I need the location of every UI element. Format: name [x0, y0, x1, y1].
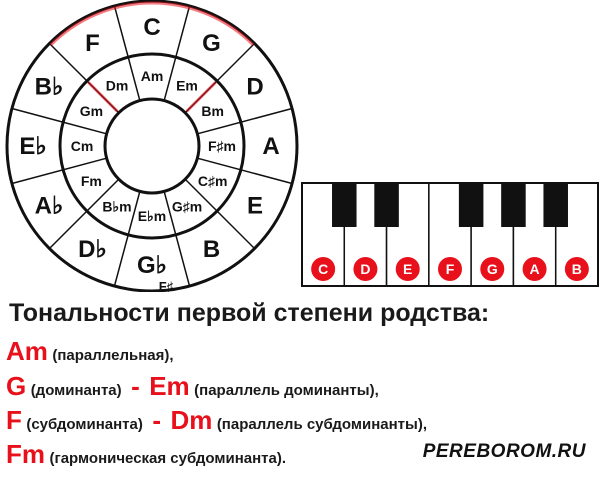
minor-key-dm: Dm	[106, 77, 129, 93]
desc-parallel: (параллельная),	[52, 347, 174, 364]
line-dominant: G (доминанта) - Em (параллель доминанты)…	[6, 371, 379, 402]
note-label-f: F	[446, 261, 455, 277]
key-em: Em	[149, 371, 190, 401]
key-fm: Fm	[6, 439, 45, 469]
black-key-1	[332, 183, 357, 227]
minor-key-bm: Bm	[201, 103, 224, 119]
minor-key-fsm: F♯m	[208, 138, 236, 154]
major-key-e: E	[247, 193, 263, 220]
note-marker-a	[522, 257, 547, 281]
major-key-db: D♭	[78, 236, 107, 263]
heading: Тональности первой степени родства:	[9, 299, 490, 327]
major-key-bb: B♭	[35, 74, 64, 101]
note-marker-b	[564, 257, 589, 281]
minor-key-csm: C♯m	[198, 173, 228, 189]
desc-subdominant: (субдоминанта)	[26, 416, 143, 433]
major-key-c: C	[143, 14, 160, 41]
key-dm: Dm	[170, 405, 213, 435]
major-key-a: A	[262, 133, 279, 160]
desc-dominant-parallel: (параллель доминанты),	[194, 382, 379, 399]
note-label-a: A	[530, 261, 540, 277]
major-key-f: F	[85, 30, 100, 57]
desc-harmonic-subdominant: (гармоническая субдоминанта).	[49, 450, 287, 467]
note-marker-e	[395, 257, 420, 281]
minor-key-em: Em	[176, 77, 198, 93]
minor-key-fm: Fm	[81, 173, 102, 189]
line-subdominant: F (субдоминанта) - Dm (параллель субдоми…	[6, 405, 427, 436]
note-label-g: G	[487, 261, 498, 277]
note-marker-c	[311, 257, 336, 281]
dash-separator: -	[131, 371, 140, 401]
desc-dominant: (доминанта)	[30, 382, 122, 399]
note-label-d: D	[360, 261, 370, 277]
minor-key-gm: Gm	[80, 103, 103, 119]
black-key-5	[543, 183, 568, 227]
key-am: Am	[6, 336, 48, 366]
dash-separator: -	[152, 405, 161, 435]
black-key-4	[501, 183, 526, 227]
major-key-ab: A♭	[35, 193, 64, 220]
note-label-b: B	[572, 261, 582, 277]
key-g: G	[6, 371, 27, 401]
major-key-gb: G♭	[137, 252, 167, 279]
major-key-g: G	[202, 30, 221, 57]
site-brand: PEREBOROM.RU	[422, 441, 586, 462]
minor-key-gsm: G♯m	[172, 199, 202, 215]
line-harmonic-subdominant: Fm (гармоническая субдоминанта).	[6, 439, 286, 470]
line-parallel: Am (параллельная),	[6, 336, 174, 367]
minor-key-ebm: E♭m	[138, 208, 166, 224]
note-label-c: C	[318, 261, 328, 277]
minor-key-cm: Cm	[71, 138, 94, 154]
enharmonic-fs: F♯	[159, 279, 173, 292]
major-key-b: B	[203, 236, 220, 263]
key-f: F	[6, 405, 22, 435]
note-label-e: E	[403, 261, 412, 277]
minor-key-am: Am	[141, 68, 164, 84]
black-key-3	[458, 183, 484, 227]
major-key-eb: E♭	[19, 133, 46, 160]
note-marker-d	[353, 257, 378, 281]
note-marker-f	[438, 257, 462, 281]
major-key-d: D	[246, 74, 263, 101]
desc-subdominant-parallel: (параллель субдоминанты),	[216, 416, 427, 433]
minor-key-bbm: B♭m	[102, 199, 131, 215]
note-marker-g	[480, 257, 505, 281]
black-key-2	[374, 183, 399, 227]
